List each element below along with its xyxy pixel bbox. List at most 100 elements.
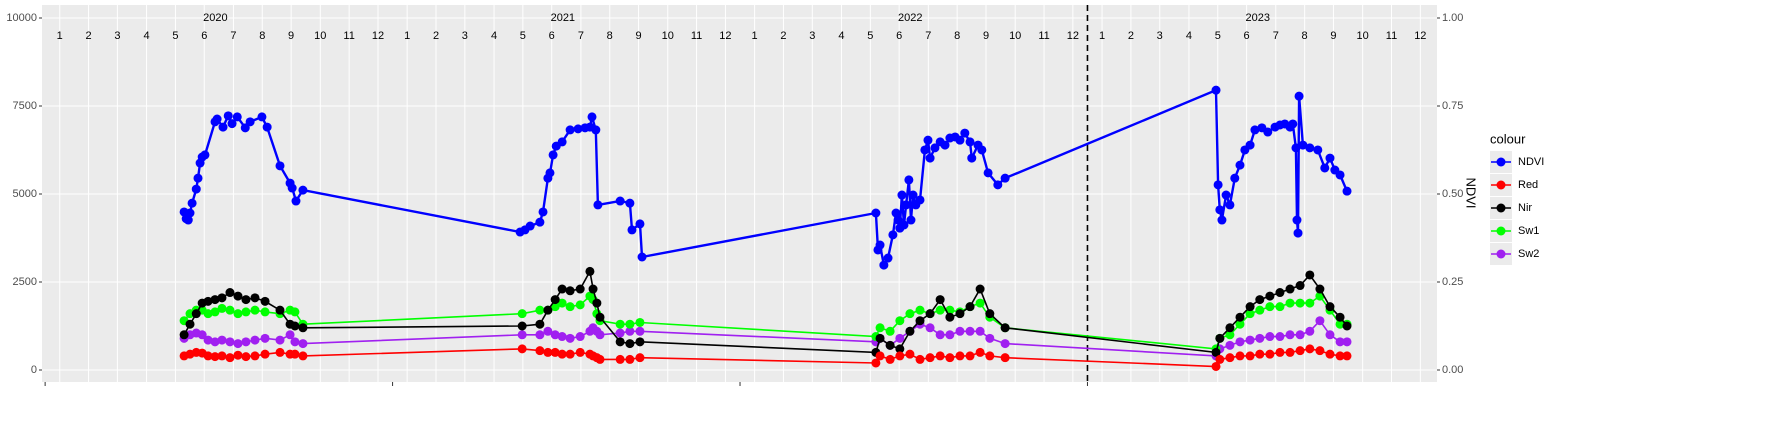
year-label: 2022 (898, 12, 922, 24)
point (210, 307, 220, 317)
point (1305, 143, 1315, 153)
month-label: 4 (838, 30, 844, 42)
point (543, 347, 553, 357)
point (298, 351, 308, 361)
point (290, 307, 300, 317)
point (517, 330, 527, 340)
point (1313, 145, 1323, 155)
point (183, 215, 193, 225)
point (915, 354, 925, 364)
point (1211, 347, 1221, 357)
point (899, 220, 909, 230)
y-tick-label: 5000 (13, 188, 37, 200)
point (975, 284, 985, 294)
point (908, 190, 918, 200)
point (637, 252, 647, 262)
point (906, 215, 916, 225)
point (615, 337, 625, 347)
point (1225, 353, 1235, 363)
point (915, 195, 925, 205)
point (1000, 323, 1010, 333)
month-label: 3 (1157, 30, 1163, 42)
point (187, 198, 197, 208)
point (575, 284, 585, 294)
point (1292, 215, 1302, 225)
month-label: 8 (954, 30, 960, 42)
point (627, 225, 637, 235)
month-label: 2 (780, 30, 786, 42)
point (1265, 349, 1275, 359)
point (955, 351, 965, 361)
legend-label: Sw1 (1518, 225, 1539, 237)
month-label: 5 (520, 30, 526, 42)
month-label: 11 (691, 30, 702, 42)
point (587, 112, 597, 122)
point (965, 302, 975, 312)
legend-point (1496, 226, 1506, 236)
point (935, 305, 945, 315)
point (615, 196, 625, 206)
month-label: 4 (1186, 30, 1192, 42)
point (545, 168, 555, 178)
point (565, 286, 575, 296)
point (217, 303, 227, 313)
month-label: 7 (578, 30, 584, 42)
point (245, 117, 255, 127)
point (200, 150, 210, 160)
point (575, 332, 585, 342)
point (1305, 326, 1315, 336)
month-label: 12 (1414, 30, 1426, 42)
point (1217, 215, 1227, 225)
point (977, 145, 987, 155)
point (885, 340, 895, 350)
point (557, 332, 567, 342)
point (1305, 344, 1315, 354)
legend-point (1496, 203, 1506, 213)
month-label: 8 (607, 30, 613, 42)
point (1285, 284, 1295, 294)
month-label: 1 (1099, 30, 1105, 42)
point (1295, 298, 1305, 308)
point (1325, 302, 1335, 312)
point (975, 326, 985, 336)
point (1315, 284, 1325, 294)
point (635, 219, 645, 229)
point (550, 295, 560, 305)
month-label: 6 (1244, 30, 1250, 42)
month-label: 6 (896, 30, 902, 42)
point (1235, 351, 1245, 361)
point (915, 305, 925, 315)
point (940, 140, 950, 150)
month-label: 2 (85, 30, 91, 42)
point (592, 298, 602, 308)
month-label: 2 (1128, 30, 1134, 42)
point (1225, 340, 1235, 350)
point (191, 184, 201, 194)
point (260, 349, 270, 359)
point (585, 266, 595, 276)
point (871, 208, 881, 218)
point (1275, 302, 1285, 312)
point (1213, 180, 1223, 190)
legend-label: Sw2 (1518, 248, 1539, 260)
point (625, 198, 635, 208)
point (625, 339, 635, 349)
point (1335, 170, 1345, 180)
point (1235, 312, 1245, 322)
point (290, 349, 300, 359)
point (565, 302, 575, 312)
point (925, 153, 935, 163)
month-label: 7 (925, 30, 931, 42)
point (1315, 316, 1325, 326)
point (885, 326, 895, 336)
point (1255, 305, 1265, 315)
point (203, 309, 213, 319)
legend-label: Nir (1518, 202, 1532, 214)
point (233, 291, 243, 301)
month-label: 10 (662, 30, 674, 42)
point (1295, 330, 1305, 340)
point (1245, 351, 1255, 361)
month-label: 1 (404, 30, 410, 42)
y2-tick-label: 0.00 (1442, 364, 1463, 376)
